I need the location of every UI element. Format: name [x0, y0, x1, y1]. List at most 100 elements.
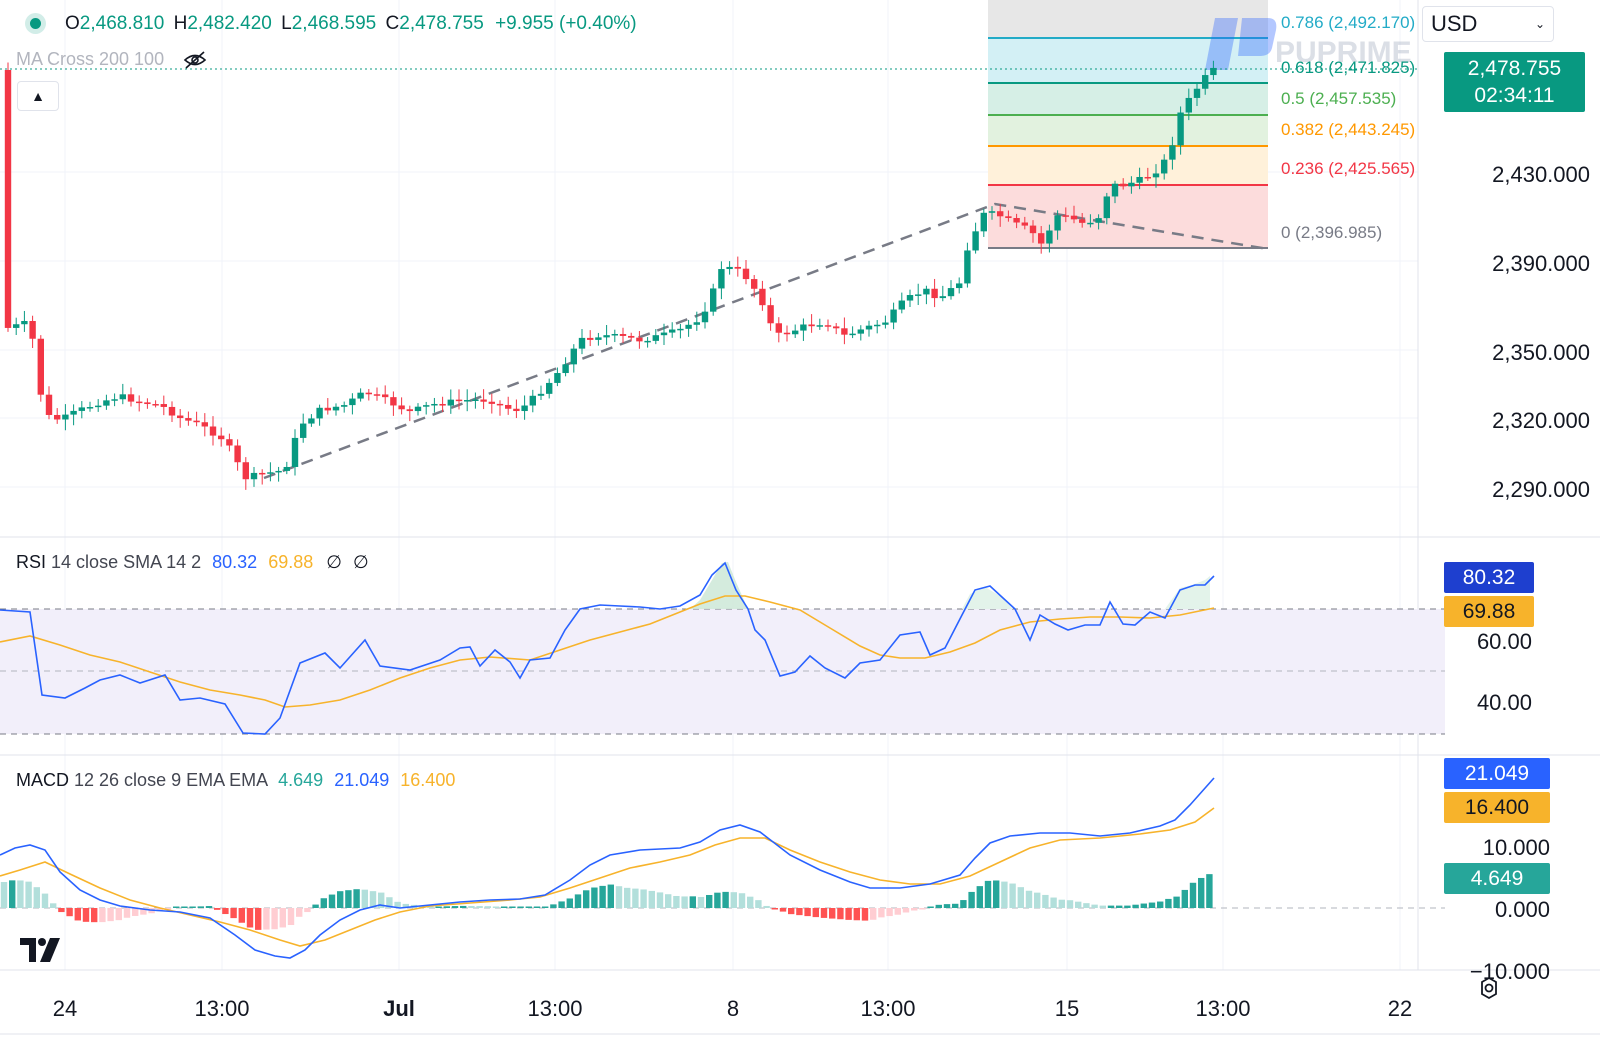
fib-label-05: 0.5 (2,457.535): [1281, 89, 1396, 108]
price-tick: 2,350.000: [1492, 340, 1590, 365]
fib-label-0236: 0.236 (2,425.565): [1281, 159, 1415, 178]
macd-legend-hist: 4.649: [278, 770, 324, 790]
chevron-up-icon: ▲: [31, 88, 45, 104]
macd-histogram-bar: [443, 906, 450, 908]
candle-body: [4, 70, 12, 328]
rsi-axis[interactable]: 60.00 40.00: [1477, 629, 1532, 715]
candle-body: [234, 445, 241, 463]
macd-histogram-bar: [1034, 892, 1041, 908]
candle-body: [726, 266, 733, 270]
macd-histogram-bar: [960, 900, 967, 908]
macd-histogram-bar: [312, 904, 319, 908]
fib-label-0382: 0.382 (2,443.245): [1281, 120, 1415, 139]
histogram-value-tag: 4.649: [1444, 863, 1550, 894]
macd-histogram-bar: [779, 908, 787, 912]
candle-body: [431, 403, 438, 406]
macd-axis[interactable]: 10.000 0.000 −10.000: [1470, 835, 1550, 984]
macd-histogram-bar: [591, 887, 598, 908]
rsi-tick: 40.00: [1477, 690, 1532, 715]
candle-body: [1005, 216, 1012, 219]
trend-line[interactable]: [263, 202, 1269, 480]
macd-histogram-bar: [574, 894, 582, 908]
candle-body: [775, 323, 782, 333]
macd-histogram-bar: [74, 908, 81, 921]
candle-body: [1193, 88, 1201, 98]
macd-histogram-bar: [378, 892, 385, 908]
macd-histogram-bar: [935, 904, 942, 908]
candle-body: [824, 325, 832, 327]
candle-body: [1087, 222, 1094, 225]
candle-body: [209, 426, 217, 436]
candle-body: [849, 333, 856, 336]
rsi-tick: 60.00: [1477, 629, 1532, 654]
macd-histogram-bar: [820, 908, 828, 918]
macd-histogram-bar: [1058, 899, 1065, 908]
macd-histogram-bar: [25, 881, 32, 908]
fibonacci-retracement[interactable]: [988, 0, 1268, 249]
macd-histogram-bar: [173, 906, 180, 908]
rsi-pane[interactable]: [0, 561, 1445, 735]
collapse-legend-button[interactable]: ▲: [17, 81, 59, 111]
macd-histogram-bar: [1189, 882, 1197, 908]
candle-body: [554, 373, 561, 383]
candle-body: [628, 335, 635, 338]
macd-histogram-bar: [976, 886, 983, 908]
macd-histogram-bar: [1173, 896, 1180, 908]
macd-histogram-bar: [328, 894, 336, 908]
macd-histogram-bar: [271, 908, 278, 930]
macd-histogram-bar: [804, 908, 811, 917]
macd-histogram-bar: [533, 906, 541, 908]
macd-legend-signal: 16.400: [400, 770, 456, 790]
hidden-eye-icon[interactable]: [183, 51, 207, 69]
time-axis[interactable]: 24 13:00 Jul 13:00 8 13:00 15 13:00 22: [53, 996, 1412, 1021]
watermark-text: PUPRIME: [1275, 36, 1412, 69]
macd-histogram-bar: [845, 908, 852, 920]
macd-histogram-bar: [993, 880, 1000, 908]
candle-body: [701, 311, 709, 323]
chevron-down-icon: ⌄: [1534, 17, 1545, 31]
macd-histogram-bar: [615, 886, 623, 908]
candle-body: [710, 288, 717, 312]
settings-gear-icon[interactable]: [1476, 975, 1502, 1001]
empty-set-icon: ∅: [352, 552, 369, 572]
macd-histogram-bar: [796, 908, 803, 916]
macd-histogram-bar: [689, 896, 696, 908]
candle-body: [652, 335, 659, 341]
fib-label-0618: 0.618 (2,471.825): [1281, 58, 1415, 77]
price-pane[interactable]: PUPRIME 0.786 (2,492.170) 0.618 (2,471.8…: [0, 0, 1418, 970]
price-tick: 2,390.000: [1492, 251, 1590, 276]
macd-histogram-bar: [542, 906, 549, 908]
macd-histogram-bar: [353, 889, 360, 908]
candle-body: [1021, 222, 1028, 226]
candle-body: [29, 320, 36, 339]
candle-body: [365, 392, 372, 395]
macd-histogram-bar: [132, 908, 139, 916]
macd-histogram-bar: [386, 897, 393, 908]
candle-body: [1095, 218, 1102, 223]
candle-body: [513, 408, 520, 412]
macd-histogram-bar: [361, 889, 368, 908]
candle-body: [37, 338, 44, 395]
macd-histogram-bar: [894, 908, 901, 915]
price-tick: 2,320.000: [1492, 408, 1590, 433]
macd-histogram-bar: [902, 908, 910, 913]
macd-histogram-bar: [1042, 894, 1049, 908]
macd-tick: 0.000: [1495, 897, 1550, 922]
macd-histogram-bar: [624, 887, 631, 908]
candle-body: [119, 394, 126, 400]
macd-histogram-bar: [566, 898, 573, 908]
candle-body: [464, 400, 471, 402]
macd-histogram-bar: [722, 891, 729, 908]
macd-histogram-bar: [17, 880, 24, 908]
candle-body: [677, 328, 684, 331]
ma-cross-legend[interactable]: MA Cross 200 100: [16, 49, 207, 70]
currency-select[interactable]: USD ⌄: [1422, 6, 1554, 42]
macd-legend[interactable]: MACD 12 26 close 9 EMA EMA 4.649 21.049 …: [16, 770, 455, 791]
tradingview-logo-icon[interactable]: [20, 938, 60, 962]
macd-pane[interactable]: [0, 777, 1445, 959]
macd-histogram-bar: [829, 908, 836, 919]
rsi-legend[interactable]: RSI 14 close SMA 14 2 80.32 69.88 ∅ ∅: [16, 552, 369, 573]
price-axis[interactable]: 2,430.000 2,390.000 2,350.000 2,320.000 …: [1492, 162, 1590, 502]
candle-body: [1185, 97, 1192, 113]
